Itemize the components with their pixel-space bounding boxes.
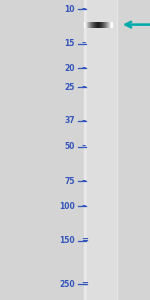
Text: 100: 100	[59, 202, 75, 211]
Bar	[87, 0, 116, 300]
Text: –: –	[81, 202, 85, 211]
Text: 10: 10	[64, 4, 75, 14]
Text: 25: 25	[65, 83, 75, 92]
Text: –: –	[81, 39, 85, 48]
Text: –: –	[81, 64, 85, 73]
Text: =: =	[81, 236, 88, 245]
Text: 20: 20	[64, 64, 75, 73]
Text: 75: 75	[64, 177, 75, 186]
Text: –: –	[81, 116, 85, 125]
Text: –: –	[81, 83, 85, 92]
Text: 250: 250	[59, 280, 75, 289]
Text: 150: 150	[59, 236, 75, 245]
Text: –: –	[81, 177, 85, 186]
Text: –: –	[81, 4, 85, 14]
Text: =: =	[81, 280, 88, 289]
Bar	[84, 0, 117, 300]
Text: –: –	[81, 142, 85, 151]
Text: 15: 15	[65, 39, 75, 48]
Text: 37: 37	[64, 116, 75, 125]
Text: 50: 50	[65, 142, 75, 151]
